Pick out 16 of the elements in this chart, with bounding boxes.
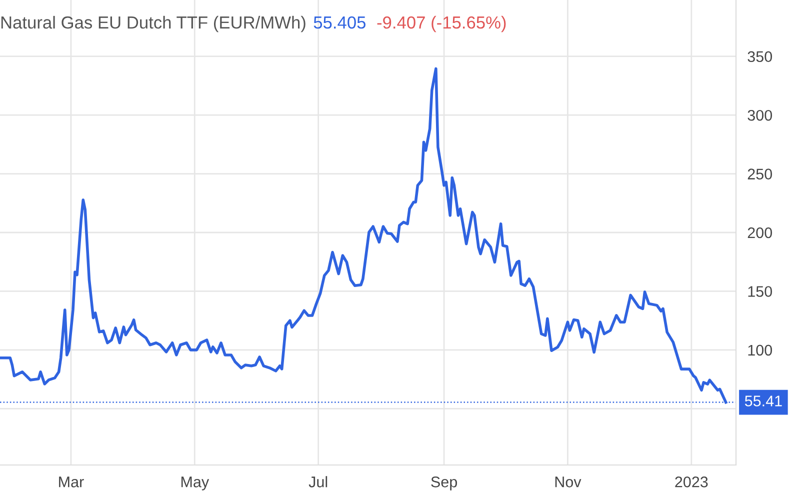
y-tick-label: 100 xyxy=(748,344,772,356)
x-tick-label: Sep xyxy=(431,476,457,490)
ref-line-label: 55.41 xyxy=(744,396,782,406)
y-tick-label: 300 xyxy=(748,110,772,121)
x-tick-label: Mar xyxy=(59,476,84,488)
x-tick-label: May xyxy=(181,476,210,490)
text: Natural Gas EU Dutch TTF (EUR/MWh) xyxy=(1,16,306,32)
annotation: -9.407 (-15.65%) xyxy=(377,16,506,32)
x-tick-label: Nov xyxy=(555,476,582,488)
y-tick-label: 200 xyxy=(748,227,772,238)
x-tick-label: Jul xyxy=(308,476,328,488)
annotation: 55.405 xyxy=(314,16,366,29)
y-tick-label: 250 xyxy=(748,168,772,180)
y-tick-label: 150 xyxy=(748,286,772,297)
x-tick-label: 2023 xyxy=(675,476,708,488)
y-tick-label: 350 xyxy=(748,51,772,62)
